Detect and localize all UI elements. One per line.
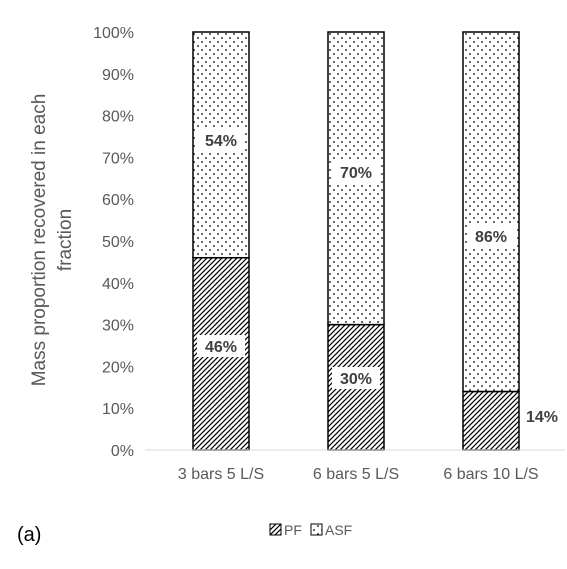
legend-swatch-asf	[310, 523, 323, 536]
x-category-label-2: 6 bars 5 L/S	[313, 466, 399, 483]
y-axis-title-line-2: fraction	[55, 209, 76, 271]
y-tick-label: 20%	[102, 359, 134, 376]
y-axis-title-line-1: Mass proportion recovered in each	[29, 94, 50, 387]
data-label-asf-1: 54%	[205, 133, 237, 150]
data-label-pf-2: 30%	[340, 371, 372, 388]
x-axis-categories: 3 bars 5 L/S 6 bars 5 L/S 6 bars 10 L/S	[178, 466, 539, 483]
data-label-bg	[332, 367, 380, 389]
y-tick-label: 60%	[102, 192, 134, 209]
data-labels: 46% 30% 14% 54% 70% 86%	[197, 129, 567, 427]
data-label-bg	[197, 335, 245, 357]
y-axis-title: Mass proportion recovered in each fracti…	[29, 94, 76, 387]
bar-pf-3	[462, 390, 520, 451]
data-label-bg	[332, 161, 380, 183]
legend-label-pf: PF	[284, 522, 302, 538]
data-label-pf-3: 14%	[526, 409, 558, 426]
y-tick-label: 0%	[111, 443, 134, 460]
data-label-pf-1: 46%	[205, 339, 237, 356]
panel-label: (a)	[17, 524, 41, 546]
data-label-bg	[524, 405, 567, 427]
legend-label-asf: ASF	[325, 522, 352, 538]
data-label-asf-2: 70%	[340, 165, 372, 182]
y-tick-label: 70%	[102, 150, 134, 167]
y-tick-label: 100%	[93, 25, 134, 42]
y-tick-label: 90%	[102, 67, 134, 84]
legend-swatch-pf	[269, 523, 282, 536]
legend: PF ASF	[269, 522, 352, 538]
y-tick-label: 50%	[102, 234, 134, 251]
y-tick-label: 10%	[102, 401, 134, 418]
y-axis-ticks: 0% 10% 20% 30% 40% 50% 60% 70% 80% 90% 100%	[93, 25, 134, 460]
y-tick-label: 80%	[102, 109, 134, 126]
x-category-label-3: 6 bars 10 L/S	[443, 466, 538, 483]
bar-asf-3	[462, 31, 520, 393]
data-label-bg	[467, 225, 515, 247]
data-label-asf-3: 86%	[475, 229, 507, 246]
y-tick-label: 40%	[102, 276, 134, 293]
data-label-bg	[197, 129, 245, 151]
y-tick-label: 30%	[102, 318, 134, 335]
x-category-label-1: 3 bars 5 L/S	[178, 466, 264, 483]
